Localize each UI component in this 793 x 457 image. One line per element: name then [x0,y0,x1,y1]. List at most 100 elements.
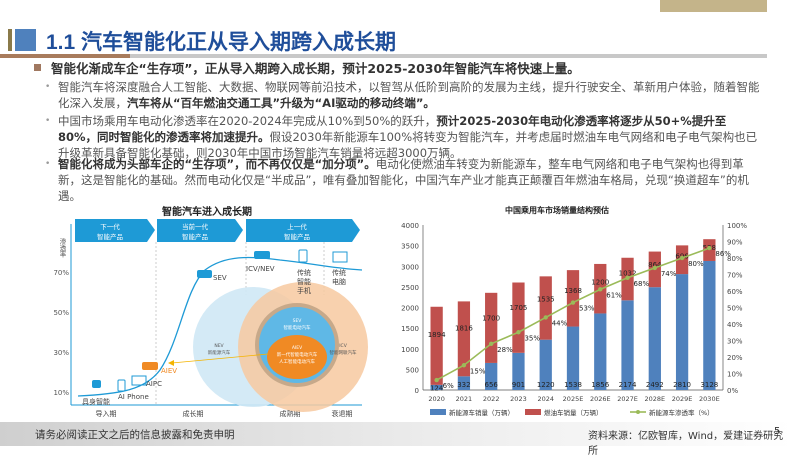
label-penetration: 68% [634,280,650,288]
svg-text:上一代: 上一代 [287,222,307,231]
aiev-car-icon [142,362,158,370]
phone-icon [117,379,126,392]
point-penetration [707,245,712,251]
svg-text:具身智能: 具身智能 [82,397,110,406]
bar-ice [539,276,552,340]
svg-text:智能网联汽车: 智能网联汽车 [330,349,357,356]
legend-label: 燃油车销量（万辆） [544,408,603,417]
y-right-tick: 0% [727,387,738,395]
bar-nev [566,326,580,390]
svg-text:10%: 10% [53,389,69,397]
source-note: 资料来源：亿欧智库，Wind，爱建证券研究所 [588,431,784,457]
y-right-tick: 40% [727,321,743,329]
svg-text:衰退期: 衰退期 [332,409,353,418]
title-marker-block [15,29,36,51]
page-title: 1.1 汽车智能化正从导入期跨入成长期 [46,31,397,54]
robot-icon [92,380,101,388]
banner-current [157,219,243,242]
bar-ice [566,270,580,327]
x-tick: 2029E [672,395,693,403]
label-ice: 1816 [455,325,473,333]
x-tick: 2025E [563,395,584,403]
point-penetration [625,275,630,280]
computer-icon [332,251,348,263]
point-penetration [434,377,439,383]
label-penetration: 28% [497,346,513,354]
label-nev: 2810 [673,381,691,389]
disclaimer: 请务必阅读正文之后的信息披露和免责申明 [35,429,235,441]
svg-text:70%: 70% [53,269,69,277]
point-penetration [543,315,548,320]
svg-text:ICV: ICV [339,343,347,349]
legend-swatch [525,409,541,415]
bar-nev [539,339,552,390]
bar-nev [457,376,471,390]
svg-text:智能电动汽车: 智能电动汽车 [284,324,311,331]
bar-ice [485,292,498,363]
bullet-1: 智能汽车将深度融合人工智能、大数据、物联网等前沿技术，以智驾从低阶到高阶的发展为… [45,79,764,111]
label-nev: 332 [457,381,470,389]
y-left-tick: 2500 [401,284,419,292]
point-penetration [652,265,658,271]
label-penetration: 44% [552,319,568,327]
headline-text: 智能化渐成车企“生存项”，正从导入期跨入成长期，预计2025-2030年智能汽车… [51,61,580,76]
svg-text:AI Phone: AI Phone [118,393,149,401]
x-tick: 2027E [617,395,638,403]
svg-text:智能产品: 智能产品 [97,232,123,241]
label-penetration: 86% [715,250,731,258]
y-right-tick: 20% [727,354,743,362]
sev-car-icon [197,270,212,278]
bar-nev [430,384,443,390]
bar-nev [512,352,525,390]
bar-nev [485,362,498,390]
title-marker [8,29,12,51]
y-left-tick: 1500 [401,325,419,333]
aiev-circle [267,335,327,379]
label-penetration: 35% [524,334,540,342]
label-nev: 124 [430,384,444,392]
bar-nev [594,313,607,390]
svg-text:导入期: 导入期 [96,410,117,418]
svg-text:下一代: 下一代 [100,222,120,231]
title-divider [0,54,767,58]
svg-text:新一代智能电动汽车: 新一代智能电动汽车 [277,351,318,358]
label-ice: 864 [648,261,662,269]
label-nev: 2492 [646,381,664,389]
point-penetration [488,341,494,346]
svg-text:AIEV: AIEV [161,367,177,375]
legend-label: 新能源车渗透率（%） [649,408,714,417]
bar-ice [512,282,525,353]
svg-text:成熟期: 成熟期 [280,409,301,418]
label-nev: 901 [512,381,525,389]
label-penetration: 6% [443,382,454,390]
svg-text:30%: 30% [53,349,69,357]
svg-text:成长期: 成长期 [183,409,204,418]
icv-car-icon [254,251,270,259]
banners: 下一代 智能产品 当前一代 智能产品 上一代 智能产品 [75,219,360,242]
x-tick: 2030E [699,395,720,403]
svg-text:当前一代: 当前一代 [182,222,209,231]
x-tick: 2022 [483,395,500,403]
label-nev: 1538 [564,381,582,389]
y-right-tick: 90% [727,239,743,247]
label-nev: 656 [484,381,498,389]
point-penetration [570,300,576,305]
aiev-arrow [171,353,269,364]
label-ice: 1535 [537,296,555,304]
svg-text:智能产品: 智能产品 [284,232,310,241]
y-left-tick: 3500 [401,243,419,251]
label-penetration: 61% [606,291,622,299]
point-penetration [516,330,521,335]
label-ice: 1200 [591,278,609,286]
smartphone-icon [298,249,308,263]
point-penetration [679,255,685,261]
point-penetration [598,287,603,292]
svg-text:新能源汽车: 新能源汽车 [208,349,231,356]
svg-text:手机: 手机 [297,286,311,295]
laptop-icon [131,375,147,386]
label-ice: 1700 [482,314,500,322]
bar-ice [457,301,471,377]
svg-text:电脑: 电脑 [332,277,346,286]
svg-text:AIEV: AIEV [292,345,303,351]
x-tick: 2020 [428,395,445,403]
